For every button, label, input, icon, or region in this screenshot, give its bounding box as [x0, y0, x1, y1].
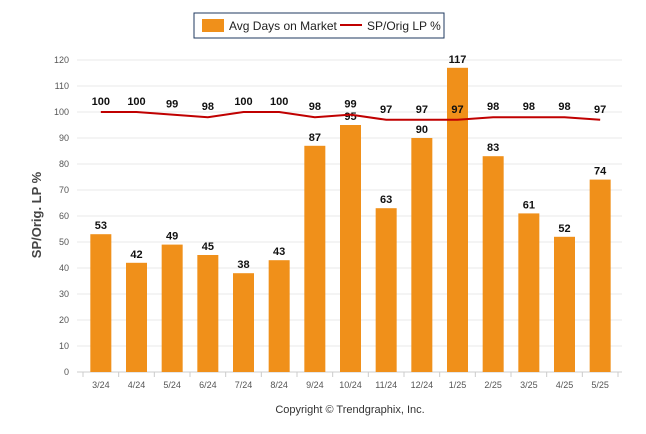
bar-data-label: 49: [166, 231, 178, 243]
bar: [90, 234, 112, 372]
y-tick-label: 30: [59, 289, 69, 299]
bar-data-label: 42: [130, 249, 142, 261]
line-data-label: 97: [594, 104, 606, 116]
bar-series: [90, 67, 611, 373]
x-tick-label: 4/25: [556, 380, 574, 390]
x-axis-ticks: 3/24 4/24 5/24 6/24 7/24 8/24 9/24 10/24 11/24 12…: [82, 372, 619, 390]
bar: [589, 179, 611, 372]
line-data-label: 97: [416, 104, 428, 116]
line-data-label: 98: [309, 101, 321, 113]
bar: [518, 213, 540, 372]
y-tick-label: 80: [59, 159, 69, 169]
bar-data-label: 43: [273, 246, 285, 258]
bar-data-label: 74: [594, 166, 607, 178]
x-tick-label: 4/24: [128, 380, 146, 390]
line-data-label: 97: [451, 104, 463, 116]
copyright-text: Copyright © Trendgraphix, Inc.: [275, 404, 424, 416]
legend-box: [193, 12, 445, 39]
y-tick-label: 100: [54, 107, 69, 117]
bar-data-label: 90: [416, 124, 428, 136]
y-tick-label: 20: [59, 315, 69, 325]
x-tick-label: 11/24: [375, 380, 397, 390]
bar: [482, 156, 504, 372]
x-tick-label: 6/24: [199, 380, 217, 390]
x-tick-label: 3/25: [520, 380, 538, 390]
line-data-label: 100: [92, 96, 110, 108]
y-tick-label: 70: [59, 185, 69, 195]
line-data-label: 98: [558, 101, 570, 113]
line-data-label: 99: [166, 99, 178, 111]
line-data-label: 97: [380, 104, 392, 116]
x-tick-label: 5/25: [591, 380, 609, 390]
y-tick-label: 120: [54, 55, 69, 65]
line-data-label: 99: [344, 99, 356, 111]
x-tick-label: 12/24: [411, 380, 434, 390]
bar: [554, 236, 575, 372]
bar-data-label: 63: [380, 194, 392, 206]
bar: [233, 273, 254, 372]
legend[interactable]: Avg Days on Market SP/Orig LP %: [193, 12, 445, 39]
bar-data-label: 61: [523, 199, 535, 211]
bar-data-label: 52: [558, 223, 570, 235]
bar-data-label: 83: [487, 142, 499, 154]
bar-data-label: 45: [202, 241, 214, 253]
x-tick-label: 3/24: [92, 380, 110, 390]
bar: [268, 260, 290, 372]
bar-data-label: 117: [449, 54, 467, 66]
x-tick-label: 2/25: [484, 380, 502, 390]
bar: [375, 208, 397, 372]
y-tick-label: 60: [59, 211, 69, 221]
line-series-path: [100, 111, 601, 121]
bar-data-label: 53: [95, 220, 107, 232]
legend-bar-label: Avg Days on Market: [229, 19, 337, 33]
line-data-labels: 100 100 99 98 100 100 98 99 97 97 97 98 98 98 97: [92, 96, 607, 116]
x-tick-label: 9/24: [306, 380, 324, 390]
bar-data-label: 38: [237, 259, 249, 271]
y-tick-label: 0: [64, 367, 69, 377]
bar: [126, 262, 147, 372]
y-axis-ticks: 0 10 20 30 40 50 60 70 80 90 100 110 120: [54, 55, 69, 377]
legend-bar-swatch: [202, 19, 224, 32]
y-tick-label: 10: [59, 341, 69, 351]
y-tick-label: 40: [59, 263, 69, 273]
y-tick-label: 110: [55, 81, 69, 91]
y-axis-label: SP/Orig. LP %: [29, 171, 44, 258]
bar: [411, 138, 433, 372]
x-tick-label: 7/24: [235, 380, 253, 390]
x-tick-label: 10/24: [339, 380, 362, 390]
line-data-label: 100: [127, 96, 145, 108]
bar: [304, 145, 326, 372]
x-tick-label: 1/25: [449, 380, 467, 390]
legend-line-label: SP/Orig LP %: [367, 19, 441, 33]
line-data-label: 98: [487, 101, 499, 113]
bar-data-labels: 53 42 49 45 38 43 87 95 63 90 117 83 61 52 74: [95, 54, 607, 271]
bar: [161, 244, 183, 372]
bar: [340, 125, 361, 372]
bar: [447, 67, 468, 373]
x-tick-label: 8/24: [270, 380, 288, 390]
bar-data-label: 95: [344, 111, 356, 123]
x-tick-label: 5/24: [163, 380, 181, 390]
line-data-label: 100: [234, 96, 252, 108]
line-data-label: 98: [202, 101, 214, 113]
y-tick-label: 90: [59, 133, 69, 143]
bar-data-label: 87: [309, 132, 321, 144]
y-tick-label: 50: [59, 237, 69, 247]
bar: [197, 255, 219, 372]
line-data-label: 98: [523, 101, 535, 113]
line-data-label: 100: [270, 96, 288, 108]
